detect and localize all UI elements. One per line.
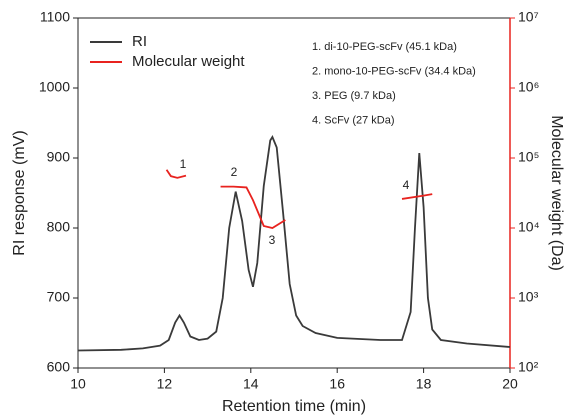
y-tick-label: 600 — [47, 359, 71, 375]
note: 1. di-10-PEG-scFv (45.1 kDa) — [312, 41, 457, 53]
peak-annotation: 2 — [231, 165, 238, 179]
x-tick-label: 12 — [157, 376, 173, 392]
note: 4. ScFv (27 kDa) — [312, 114, 395, 126]
y-tick-label: 1100 — [40, 9, 70, 25]
peak-annotation: 1 — [180, 157, 187, 171]
x-tick-label: 10 — [70, 376, 86, 392]
series-line — [77, 135, 511, 352]
y-tick-label: 900 — [47, 149, 71, 165]
y2-axis-title: Molecular weight (Da) — [548, 115, 565, 271]
series-line — [165, 169, 433, 229]
y-tick-label: 800 — [47, 219, 71, 235]
x-axis-title: Retention time (min) — [222, 398, 366, 415]
legend-label: Molecular weight — [132, 53, 245, 70]
y2-tick-label: 10⁵ — [518, 149, 539, 165]
x-tick-label: 16 — [329, 376, 345, 392]
y2-tick-label: 10⁴ — [518, 219, 540, 235]
x-tick-label: 18 — [416, 376, 432, 392]
note: 3. PEG (9.7 kDa) — [312, 90, 396, 102]
legend-label: RI — [132, 33, 147, 50]
note: 2. mono-10-PEG-scFv (34.4 kDa) — [312, 65, 476, 77]
y2-tick-label: 10⁷ — [518, 9, 539, 25]
y-axis-title: RI response (mV) — [11, 130, 28, 255]
y2-tick-label: 10² — [518, 359, 539, 375]
y2-tick-label: 10³ — [518, 289, 539, 305]
peak-annotation: 4 — [403, 178, 410, 192]
y-tick-label: 1000 — [39, 79, 70, 95]
peak-annotation: 3 — [269, 233, 276, 247]
y2-tick-label: 10⁶ — [518, 79, 539, 95]
y-tick-label: 700 — [47, 289, 71, 305]
x-tick-label: 14 — [243, 376, 259, 392]
x-tick-label: 20 — [502, 376, 518, 392]
